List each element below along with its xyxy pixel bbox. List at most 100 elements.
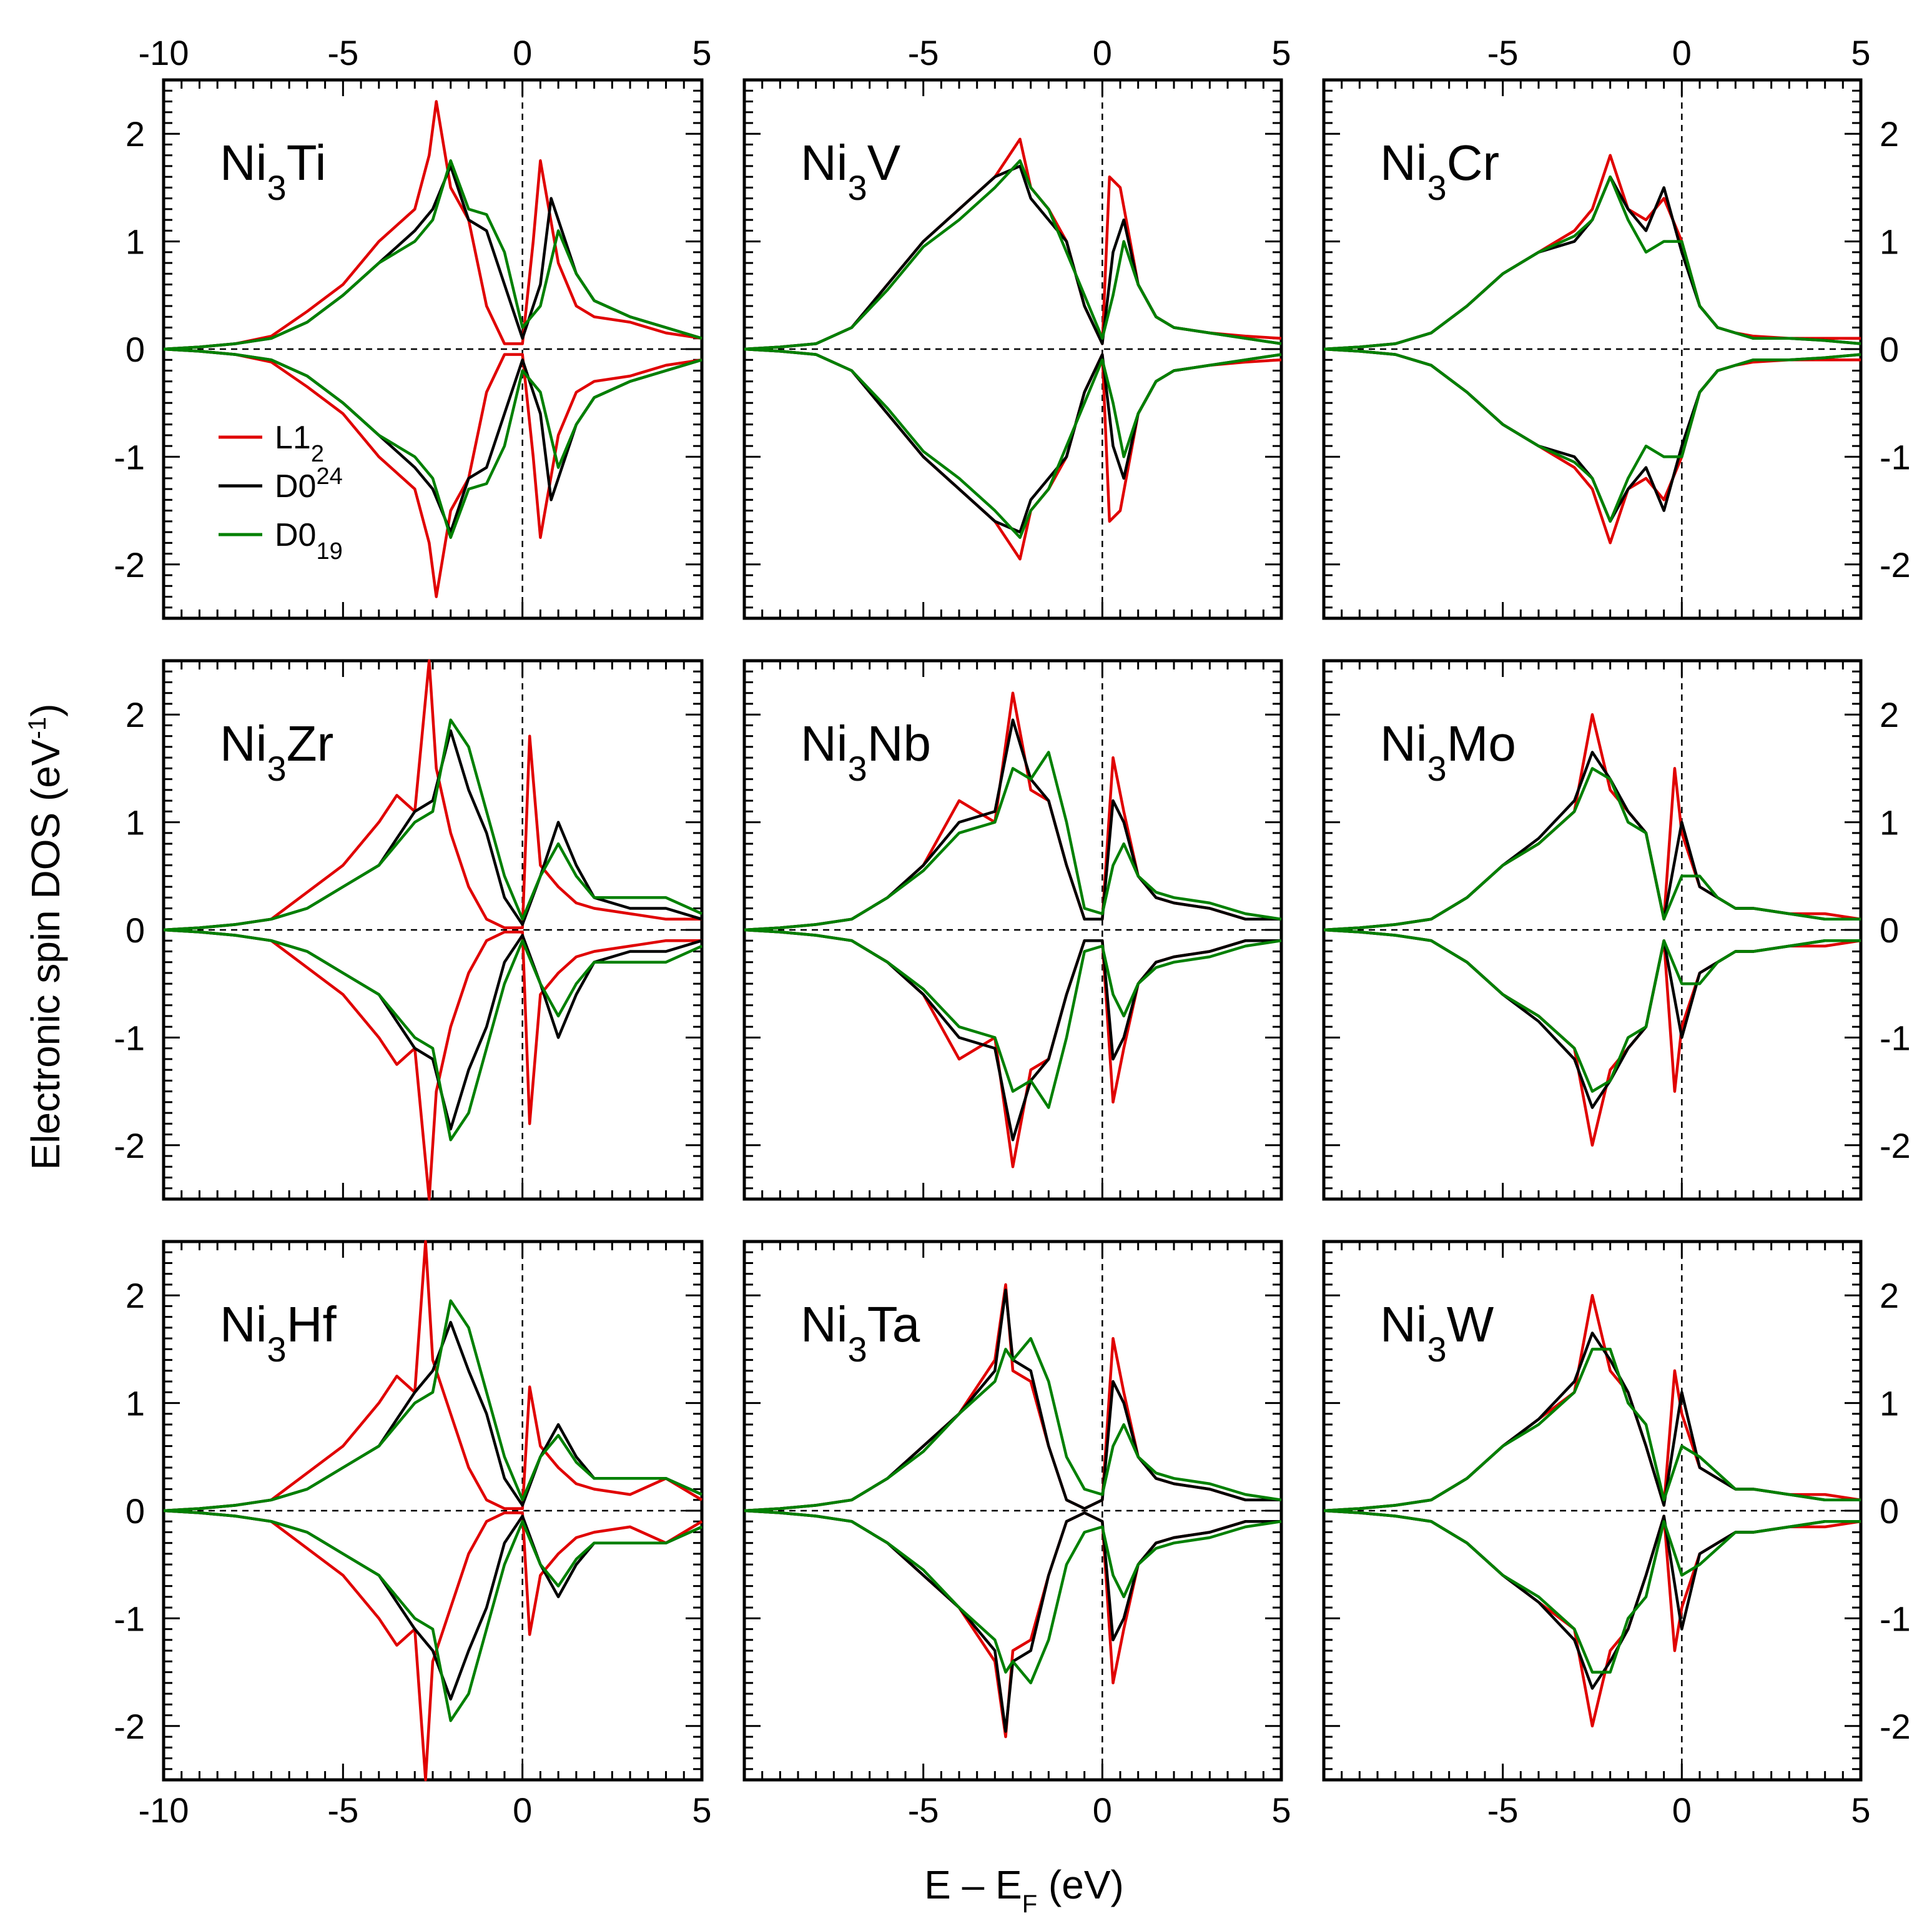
series-d0_19-up xyxy=(744,751,1282,932)
y-tick-label: 1 xyxy=(126,803,145,842)
series-l1_2-down xyxy=(1323,347,1861,545)
y-axis-title: Electronic spin DOS (eV-1) xyxy=(23,704,68,1170)
legend-label: D019 xyxy=(275,517,343,565)
legend-label: D024 xyxy=(275,463,343,505)
y-tick-label: 1 xyxy=(126,222,145,262)
y-tick-label: 0 xyxy=(126,330,145,369)
y-tick-label: 2 xyxy=(1880,1276,1899,1315)
series-d0_24-down xyxy=(744,928,1281,1142)
series-d0_19-up xyxy=(1323,767,1861,932)
y-tick-label: -1 xyxy=(114,437,145,477)
x-tick-label: -5 xyxy=(327,33,358,72)
y-tick-label: -2 xyxy=(1880,1707,1911,1746)
series-d0_24-down xyxy=(163,928,702,1131)
series-d0_19-down xyxy=(163,1509,702,1722)
panel-title: Ni3Ti xyxy=(220,135,326,207)
y-tick-label: 1 xyxy=(1880,1384,1899,1423)
panel-title: Ni3W xyxy=(1380,1296,1494,1369)
x-tick-label: -10 xyxy=(139,33,189,72)
series-l1_2-down xyxy=(744,1509,1281,1739)
series-d0_24-up xyxy=(1323,751,1861,932)
series-l1_2-down xyxy=(1323,1509,1861,1728)
panel-w: -5 0 5 -2 -1 0 1 2 Ni3W xyxy=(1322,1240,1911,1830)
y-tick-label: 2 xyxy=(126,1276,145,1315)
series-l1_2-down xyxy=(163,928,702,1201)
x-tick-label: 5 xyxy=(1271,1790,1291,1830)
panel-title: Ni3V xyxy=(801,135,901,207)
y-tick-label: -1 xyxy=(1880,437,1911,477)
series-d0_19-down xyxy=(1323,1509,1861,1674)
panel-title: Ni3Ta xyxy=(801,1296,920,1369)
panel-title: Ni3Cr xyxy=(1380,135,1499,207)
x-tick-label: -5 xyxy=(327,1790,358,1830)
y-tick-label: -2 xyxy=(114,545,145,585)
series-d0_19-up xyxy=(744,1336,1282,1513)
x-tick-label: 0 xyxy=(1672,33,1692,72)
series-d0_19-down xyxy=(744,347,1282,539)
panel-v: -5 0 5 Ni3V xyxy=(742,33,1291,620)
y-tick-label: -2 xyxy=(1880,545,1911,585)
y-tick-label: 2 xyxy=(1880,114,1899,154)
series-d0_19-up xyxy=(163,159,702,351)
series-d0_24-down xyxy=(744,347,1282,534)
y-tick-label: -1 xyxy=(1880,1018,1911,1057)
series-d0_19-up xyxy=(1323,175,1861,351)
x-tick-label: 5 xyxy=(1271,33,1291,72)
series-d0_24-down xyxy=(1323,928,1861,1109)
series-l1_2-up xyxy=(163,1240,703,1513)
panel-title: Ni3Hf xyxy=(220,1296,337,1369)
series-d0_24-up xyxy=(744,164,1282,351)
y-tick-label: 0 xyxy=(1880,1491,1899,1531)
y-tick-label: 2 xyxy=(126,114,145,154)
series-l1_2-up xyxy=(163,659,702,932)
x-tick-label: 5 xyxy=(1851,33,1870,72)
series-d0_19-down xyxy=(1323,928,1861,1093)
y-tick-label: -2 xyxy=(1880,1126,1911,1165)
y-tick-label: 1 xyxy=(1880,222,1899,262)
series-d0_19-down xyxy=(744,1509,1282,1685)
panel-title: Ni3Zr xyxy=(220,716,333,788)
x-tick-label: -5 xyxy=(908,1790,939,1830)
x-tick-label: -10 xyxy=(139,1790,189,1830)
y-tick-label: 1 xyxy=(126,1384,145,1423)
y-tick-label: 2 xyxy=(1880,695,1899,734)
x-tick-label: 5 xyxy=(1851,1790,1870,1830)
x-tick-label: -5 xyxy=(1487,1790,1519,1830)
y-tick-label: 0 xyxy=(1880,330,1899,369)
series-d0_19-up xyxy=(163,1299,702,1513)
series-l1_2-down xyxy=(744,928,1281,1168)
series-d0_24-up xyxy=(1323,1331,1861,1513)
y-tick-label: 2 xyxy=(126,695,145,734)
panel-title: Ni3Mo xyxy=(1380,716,1516,788)
x-tick-label: 0 xyxy=(1672,1790,1692,1830)
series-d0_24-down xyxy=(1323,1509,1861,1690)
x-tick-label: 0 xyxy=(1093,33,1112,72)
series-d0_19-down xyxy=(163,928,702,1142)
y-tick-label: 1 xyxy=(1880,803,1899,842)
x-tick-label: -5 xyxy=(1487,33,1519,72)
x-tick-label: 0 xyxy=(513,1790,532,1830)
series-d0_19-up xyxy=(163,718,702,932)
panel-cr: -5 0 5 -2 -1 0 1 2 Ni3Cr xyxy=(1322,33,1911,620)
x-tick-label: -5 xyxy=(908,33,939,72)
series-d0_19-down xyxy=(163,347,702,539)
y-tick-label: 0 xyxy=(126,911,145,950)
series-l1_2-down xyxy=(163,1509,703,1782)
x-tick-label: 0 xyxy=(513,33,532,72)
x-tick-label: 5 xyxy=(692,33,711,72)
panel-nb: Ni3Nb xyxy=(742,659,1283,1201)
series-d0_24-up xyxy=(1323,175,1861,351)
y-tick-label: -1 xyxy=(114,1018,145,1057)
legend-label: L12 xyxy=(275,420,324,467)
y-tick-label: 0 xyxy=(126,1491,145,1531)
series-d0_19-up xyxy=(1323,1348,1861,1513)
panel-title: Ni3Nb xyxy=(801,716,931,788)
y-tick-label: -2 xyxy=(114,1707,145,1746)
panel-zr: -2 -1 0 1 2 Ni3Zr xyxy=(114,659,704,1201)
x-tick-label: 0 xyxy=(1093,1790,1112,1830)
series-d0_19-down xyxy=(1323,347,1861,523)
series-l1_2-down xyxy=(1323,928,1861,1147)
